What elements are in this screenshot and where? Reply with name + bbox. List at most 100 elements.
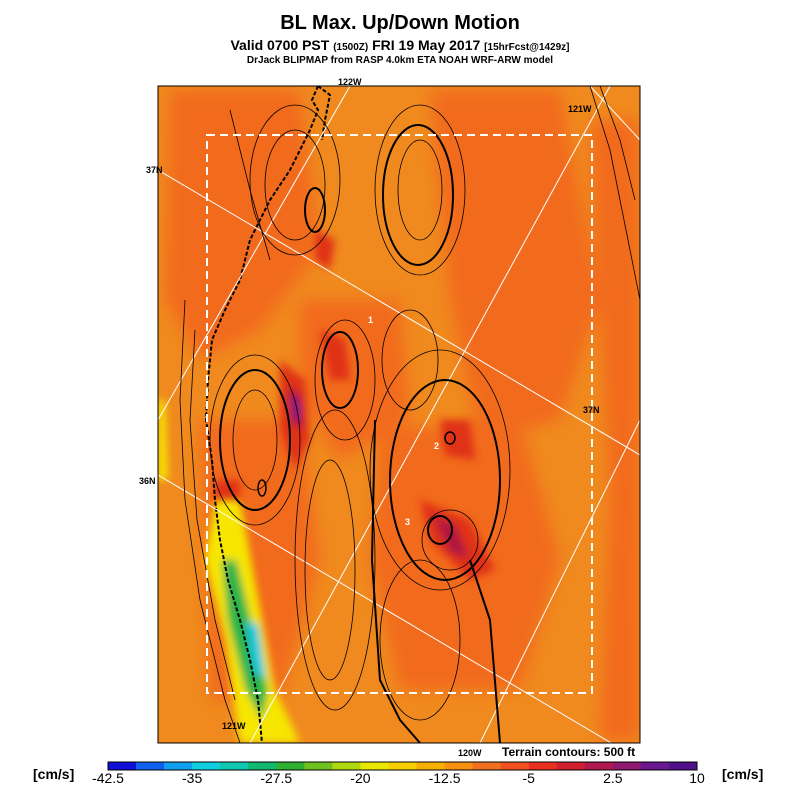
lon-label-120w: 120W <box>458 748 482 758</box>
valid-date: FRI 19 May 2017 <box>372 37 481 53</box>
colorbar-swatch <box>500 762 530 770</box>
terrain-contour <box>382 124 454 266</box>
terrain-contour <box>229 109 271 261</box>
forecast-tag: [15hrFcst@1429z] <box>484 42 570 53</box>
terrain-contour <box>304 187 326 233</box>
colorbar <box>107 761 698 771</box>
terrain-contour <box>427 515 453 545</box>
terrain-contour <box>369 349 511 591</box>
site-marker-2: 2 <box>434 441 439 451</box>
terrain-contour <box>469 559 501 743</box>
colorbar-swatch <box>192 762 221 770</box>
colorbar-unit-right: [cm/s] <box>722 766 764 782</box>
terrain-contour <box>370 419 421 743</box>
terrain-contour <box>304 459 356 681</box>
colorbar-outline <box>107 761 698 771</box>
colorbar-swatch <box>528 762 558 770</box>
colorbar-swatch <box>416 762 446 770</box>
colorbar-tick-label: -35 <box>182 770 203 786</box>
graticule <box>158 86 640 743</box>
colorbar-swatch <box>584 762 614 770</box>
lat-label-37n-right: 37N <box>583 405 600 415</box>
lon-label-122w: 122W <box>338 77 362 87</box>
lon-line-ne <box>589 86 640 141</box>
colorbar-swatch <box>248 762 277 770</box>
bay-shoreline <box>317 86 332 141</box>
colorbar-swatch <box>108 762 137 770</box>
field-warm-east <box>590 120 640 740</box>
colorbar-swatch <box>164 762 193 770</box>
terrain-contour <box>379 559 461 721</box>
terrain-contour <box>264 129 326 241</box>
lat-line-37n <box>158 169 640 456</box>
colorbar-swatch <box>276 762 305 770</box>
map-frame <box>157 85 641 744</box>
colorbar-tick-label: 2.5 <box>603 770 623 786</box>
colorbar-unit-left: [cm/s] <box>33 766 75 782</box>
colorbar-swatch <box>612 762 642 770</box>
lat-line-36n <box>158 474 613 743</box>
field-hot-2 <box>315 230 335 270</box>
valid-main: Valid 0700 PST <box>230 37 330 53</box>
terrain-contour <box>589 86 640 301</box>
terrain-contour <box>421 509 479 571</box>
colorbar-tick-label: 10 <box>689 770 705 786</box>
terrain-contour <box>314 319 376 441</box>
colorbar-tick-label: -12.5 <box>428 770 461 786</box>
lat-label-36n: 36N <box>139 476 156 486</box>
colorbar-swatch <box>472 762 502 770</box>
field-edge-yellow <box>158 400 168 480</box>
terrain-contour <box>219 369 291 511</box>
lon-label-121w-top: 121W <box>568 104 592 114</box>
terrain-contour <box>374 104 466 276</box>
terrain-note: Terrain contours: 500 ft <box>502 745 636 759</box>
analysis-box <box>206 134 593 694</box>
terrain-contour <box>232 389 278 491</box>
colorbar-swatch <box>668 762 698 770</box>
field-coast-cyan <box>246 620 266 680</box>
colorbar-swatch <box>444 762 474 770</box>
site-marker-3: 3 <box>405 517 410 527</box>
lon-label-121w-bottom: 121W <box>222 721 246 731</box>
subtitle: DrJack BLIPMAP from RASP 4.0km ETA NOAH … <box>246 55 554 66</box>
colorbar-swatch <box>220 762 249 770</box>
terrain-contour <box>397 139 443 241</box>
page-title: BL Max. Up/Down Motion <box>280 12 520 34</box>
colorbar-tick-label: -5 <box>522 770 535 786</box>
terrain-contour <box>381 309 439 411</box>
field-warm-nw <box>165 90 320 360</box>
colorbar-swatch <box>304 762 333 770</box>
site-marker-1: 1 <box>368 315 373 325</box>
terrain-contour <box>389 379 501 581</box>
lat-label-37n-left: 37N <box>146 165 163 175</box>
lon-line-122w <box>158 86 351 421</box>
colorbar-tick-label: -27.5 <box>260 770 293 786</box>
colorbar-swatch <box>136 762 165 770</box>
colorbar-tick-label: -42.5 <box>92 770 124 786</box>
colorbar-swatch <box>640 762 670 770</box>
terrain-contour <box>189 329 236 701</box>
colorbar-swatch <box>556 762 586 770</box>
colorbar-swatch <box>388 762 418 770</box>
colorbar-swatch <box>332 762 361 770</box>
field-warm-ne <box>430 90 600 440</box>
valid-utc: (1500Z) <box>333 42 369 53</box>
colorbar-tick-label: -20 <box>350 770 371 786</box>
terrain-contour <box>321 331 359 409</box>
terrain-contour <box>257 479 267 497</box>
terrain-contour <box>179 299 241 743</box>
terrain-contour <box>444 431 456 445</box>
terrain-contour <box>249 104 341 256</box>
lon-line-120w <box>479 419 640 743</box>
colorbar-swatch <box>360 762 389 770</box>
motion-field: 1 2 3 <box>158 86 640 743</box>
terrain-contours <box>179 86 640 743</box>
lon-line-121w <box>249 86 611 743</box>
terrain-contour <box>599 86 636 201</box>
valid-time-line: Valid 0700 PST (1500Z) FRI 19 May 2017 [… <box>0 37 800 53</box>
terrain-contour <box>209 354 301 526</box>
field-hot-5 <box>440 420 475 460</box>
coastline <box>204 86 320 743</box>
terrain-contour <box>294 409 376 711</box>
